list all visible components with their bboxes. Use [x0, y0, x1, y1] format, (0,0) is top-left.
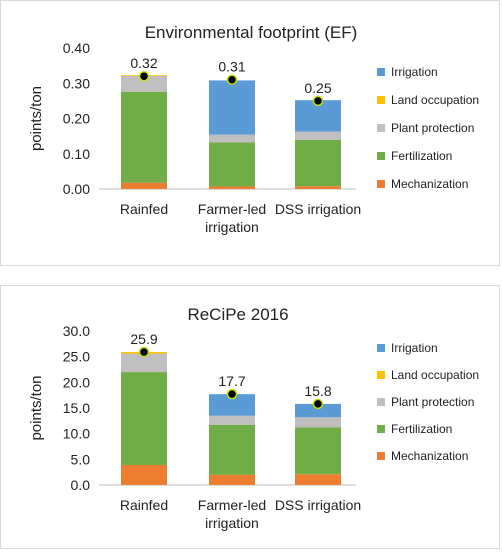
legend-label-land-occupation: Land occupation — [391, 93, 479, 107]
total-data-label: 0.31 — [218, 59, 245, 75]
chart-title: ReCiPe 2016 — [187, 305, 288, 324]
x-tick-label: irrigation — [205, 515, 259, 531]
y-tick-label: 0.20 — [63, 111, 90, 127]
bar-segment-fertilization — [121, 91, 167, 183]
recipe-chart: ReCiPe 2016 points/ton 0.0 5.0 10.0 15.0 20.0 2… — [28, 305, 479, 531]
bar-segment-irrigation — [209, 394, 255, 416]
total-marker — [138, 346, 150, 358]
ef-chart: Environmental footprint (EF) points/ton 0.… — [28, 23, 479, 235]
total-marker — [312, 398, 324, 410]
bar-segment-fertilization — [295, 140, 341, 187]
total-marker — [312, 95, 324, 107]
legend-label-irrigation: Irrigation — [391, 65, 438, 79]
x-tick-label: DSS irrigation — [275, 201, 361, 217]
bar-segment-fertilization — [121, 372, 167, 465]
y-axis-label: points/ton — [28, 86, 45, 151]
bar-segment-fertilization — [209, 424, 255, 475]
bar-segment-fertilization — [295, 427, 341, 475]
bar-segment-plant-protection — [121, 353, 167, 373]
y-axis-label: points/ton — [28, 375, 45, 440]
bar-segment-plant-protection — [295, 417, 341, 428]
y-tick-label: 20.0 — [63, 374, 90, 390]
legend-label-irrigation: Irrigation — [391, 341, 438, 355]
bar-segment-plant-protection — [121, 75, 167, 92]
bar-segment-irrigation — [209, 80, 255, 135]
legend-label-mechanization: Mechanization — [391, 449, 468, 463]
bar-segment-fertilization — [209, 142, 255, 187]
legend-swatch-land-occupation — [377, 96, 385, 104]
bar-segment-mechanization — [121, 464, 167, 485]
bar-segment-mechanization — [209, 474, 255, 485]
y-tick-label: 0.0 — [71, 477, 91, 493]
bar-segment-plant-protection — [295, 131, 341, 141]
y-tick-label: 15.0 — [63, 400, 90, 416]
legend-label-fertilization: Fertilization — [391, 422, 452, 436]
x-tick-label: Farmer-led — [198, 497, 266, 513]
legend-swatch-fertilization — [377, 152, 385, 160]
legend-label-plant-protection: Plant protection — [391, 395, 474, 409]
legend-swatch-land-occupation — [377, 371, 385, 379]
total-data-label: 15.8 — [304, 383, 331, 399]
bar-segment-plant-protection — [209, 134, 255, 143]
legend-label-land-occupation: Land occupation — [391, 368, 479, 382]
bar-segment-mechanization — [209, 186, 255, 189]
x-tick-label: Farmer-led — [198, 201, 266, 217]
legend-swatch-fertilization — [377, 425, 385, 433]
bar-segment-plant-protection — [209, 415, 255, 425]
total-data-label: 0.32 — [130, 55, 157, 71]
y-tick-label: 5.0 — [71, 451, 91, 467]
legend-label-plant-protection: Plant protection — [391, 121, 474, 135]
total-data-label: 0.25 — [304, 80, 331, 96]
total-marker — [138, 70, 150, 82]
chart-panel-recipe: ReCiPe 2016 points/ton 0.0 5.0 10.0 15.0 20.0 2… — [0, 285, 500, 549]
bar-segment-mechanization — [121, 182, 167, 189]
total-data-label: 17.7 — [218, 373, 245, 389]
chart-title: Environmental footprint (EF) — [145, 23, 358, 42]
y-tick-label: 0.00 — [63, 181, 90, 197]
x-tick-label: irrigation — [205, 219, 259, 235]
legend-swatch-irrigation — [377, 68, 385, 76]
y-tick-label: 0.10 — [63, 146, 90, 162]
legend-label-fertilization: Fertilization — [391, 149, 452, 163]
legend-label-mechanization: Mechanization — [391, 177, 468, 191]
legend-swatch-plant-protection — [377, 398, 385, 406]
y-tick-label: 0.40 — [63, 40, 90, 56]
y-tick-label: 25.0 — [63, 349, 90, 365]
bar-segment-mechanization — [295, 186, 341, 189]
legend-swatch-mechanization — [377, 180, 385, 188]
total-marker — [226, 388, 238, 400]
chart-panel-ef: Environmental footprint (EF) points/ton 0.… — [0, 0, 500, 266]
bar-segment-mechanization — [295, 474, 341, 485]
y-tick-label: 30.0 — [63, 323, 90, 339]
x-tick-label: Rainfed — [120, 201, 168, 217]
x-tick-label: Rainfed — [120, 497, 168, 513]
total-marker — [226, 74, 238, 85]
y-tick-label: 10.0 — [63, 426, 90, 442]
legend-swatch-plant-protection — [377, 124, 385, 132]
x-tick-label: DSS irrigation — [275, 497, 361, 513]
total-data-label: 25.9 — [130, 331, 157, 347]
legend-swatch-irrigation — [377, 344, 385, 352]
y-tick-label: 0.30 — [63, 75, 90, 91]
legend-swatch-mechanization — [377, 452, 385, 460]
bar-segment-irrigation — [295, 403, 341, 418]
